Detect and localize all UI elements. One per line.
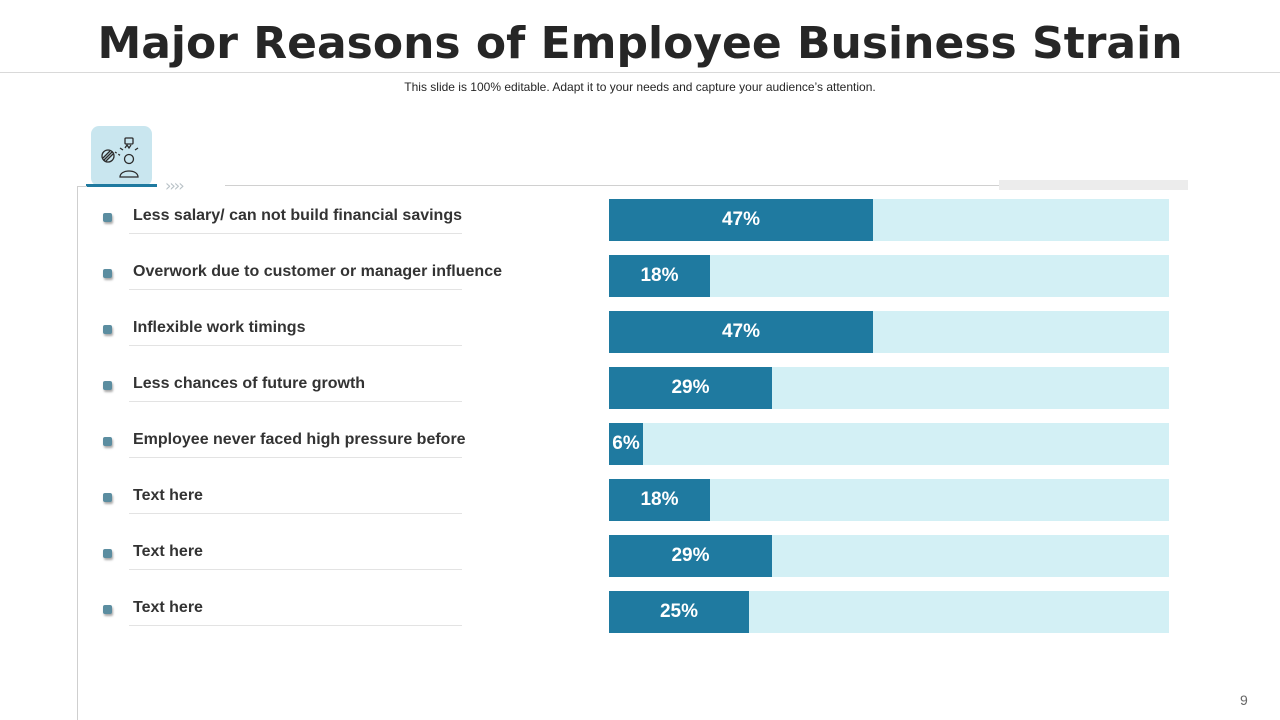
bullet-icon (103, 437, 112, 446)
bar (609, 255, 710, 297)
frame-top-left-border (77, 186, 87, 187)
page-subtitle: This slide is 100% editable. Adapt it to… (404, 80, 876, 94)
bullet-icon (103, 325, 112, 334)
bar-value-label: 47% (721, 321, 761, 342)
category-label: Text here (133, 487, 203, 504)
frame-left-border (77, 186, 78, 720)
bar-track: 29% (609, 535, 1169, 577)
category-underline (129, 625, 462, 626)
category-underline (129, 345, 462, 346)
bar-track: 47% (609, 311, 1169, 353)
category-underline (129, 457, 462, 458)
category-underline (129, 513, 462, 514)
bar-value-label: 25% (659, 601, 699, 622)
chevron-right-icon: ›››› (165, 176, 185, 195)
bar-value-label: 29% (671, 377, 710, 398)
category-label: Text here (133, 543, 203, 560)
category-underline (129, 569, 462, 570)
category-underline (129, 289, 462, 290)
bar-value-label: 29% (671, 545, 710, 566)
bar (609, 311, 873, 353)
bar (609, 199, 873, 241)
category-underline (129, 401, 462, 402)
decorative-gray-bar (999, 180, 1188, 190)
bar (609, 535, 772, 577)
category-underline (129, 233, 462, 234)
bar-value-label: 18% (640, 265, 679, 286)
bar (609, 423, 643, 465)
bullet-icon (103, 381, 112, 390)
bullet-icon (103, 269, 112, 278)
bar (609, 591, 749, 633)
category-label: Inflexible work timings (133, 319, 306, 336)
employee-stress-icon-graphic (101, 137, 139, 178)
category-label: Text here (133, 599, 203, 616)
bar-value-label: 6% (612, 433, 640, 454)
page-title: Major Reasons of Employee Business Strai… (97, 18, 1183, 69)
bar-track: 18% (609, 255, 1169, 297)
employee-stress-icon (91, 126, 152, 186)
bar-track: 29% (609, 367, 1169, 409)
page-number: 9 (1240, 692, 1248, 708)
bar-value-label: 18% (640, 489, 679, 510)
category-label: Employee never faced high pressure befor… (133, 431, 466, 448)
bullet-icon (103, 605, 112, 614)
bar-track: 6% (609, 423, 1169, 465)
bar-track: 25% (609, 591, 1169, 633)
category-label: Overwork due to customer or manager infl… (133, 263, 502, 280)
header-rule (225, 185, 1000, 186)
bullet-icon (103, 493, 112, 502)
category-label: Less chances of future growth (133, 375, 366, 392)
bullet-icon (103, 213, 112, 222)
bar-track: 18% (609, 479, 1169, 521)
bar (609, 367, 772, 409)
title-divider (0, 72, 1280, 73)
bar-track: 47% (609, 199, 1169, 241)
bullet-icon (103, 549, 112, 558)
bar-value-label: 47% (721, 209, 761, 230)
icon-underline (86, 184, 157, 187)
category-label: Less salary/ can not build financial sav… (133, 207, 462, 224)
bar (609, 479, 710, 521)
